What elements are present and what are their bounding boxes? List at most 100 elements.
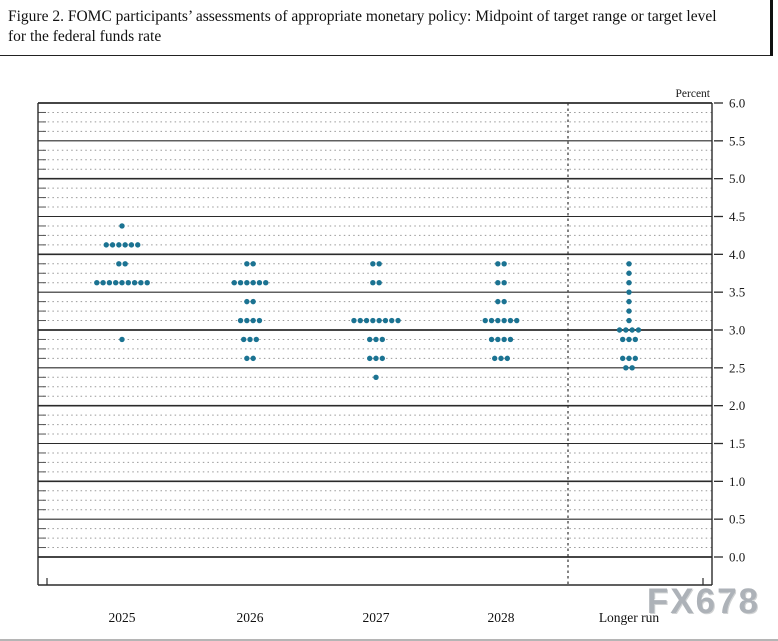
dot	[237, 280, 244, 286]
y-tick-label: 1.0	[729, 474, 745, 489]
dot	[635, 327, 642, 333]
dot	[244, 317, 250, 324]
dot	[495, 336, 501, 343]
figure-title: Figure 2. FOMC participants’ assessments…	[8, 8, 717, 46]
x-category-label: 2026	[237, 610, 264, 625]
dot	[357, 317, 363, 324]
y-tick-labels: 6.0 5.5 5.0 4.5 4.0 3.5 3.0 2.5 2.0 1.5 1.0 0.5 0.0	[729, 96, 745, 565]
dot	[616, 327, 623, 333]
x-category-label: 2027	[363, 610, 390, 625]
page-bottom-border	[0, 639, 778, 641]
dot	[495, 317, 501, 324]
dot	[620, 336, 626, 343]
dots-2026	[231, 280, 269, 286]
dot	[122, 242, 128, 248]
dot	[504, 355, 510, 362]
dot	[376, 261, 382, 267]
dot	[514, 317, 520, 324]
dot	[244, 355, 250, 362]
dots-2028	[488, 336, 514, 343]
dots-longer-run	[620, 355, 638, 362]
dot	[119, 336, 125, 343]
dot	[376, 317, 382, 324]
dots-2027	[373, 374, 379, 380]
dot	[626, 336, 632, 343]
dot	[237, 317, 244, 324]
dots-2027	[370, 261, 382, 267]
dot	[379, 336, 385, 343]
dot	[128, 242, 135, 248]
dots-2028	[492, 355, 510, 362]
dot	[507, 336, 514, 343]
y-tick-label: 6.0	[729, 96, 745, 111]
y-tick-label: 0.5	[729, 512, 745, 527]
axis-frame	[37, 103, 713, 586]
y-tick-label: 0.0	[729, 550, 745, 565]
dot	[495, 261, 501, 267]
dot	[501, 298, 507, 305]
dot	[626, 317, 632, 324]
dot	[247, 336, 253, 343]
top-right-edge-bar	[770, 0, 773, 56]
dot	[113, 280, 119, 286]
dot	[492, 355, 498, 362]
x-category-label: Longer run	[599, 610, 660, 625]
y-tick-label: 4.5	[729, 209, 745, 224]
x-category-labels: 2025 2026 2027 2028 Longer run	[109, 610, 660, 625]
dot	[488, 317, 495, 324]
dots-2027	[367, 355, 385, 362]
dot	[632, 355, 638, 362]
y-tick-label: 5.5	[729, 133, 745, 148]
y-tick-label: 5.0	[729, 171, 745, 186]
dots-2027	[367, 336, 385, 343]
dot	[253, 336, 259, 343]
dots-2028	[495, 298, 507, 305]
dot	[482, 317, 488, 324]
svg-text:Percent: Percent	[676, 88, 711, 100]
dots-2026	[244, 298, 256, 305]
dots-longer-run	[626, 261, 632, 267]
dot	[122, 261, 128, 267]
dot	[507, 317, 514, 324]
dot	[116, 261, 122, 267]
y-axis-ticks	[714, 102, 723, 558]
dot	[250, 355, 256, 362]
dots-2025	[103, 242, 141, 248]
dots-longer-run	[620, 336, 638, 343]
dots-2025	[119, 223, 125, 229]
dot	[256, 317, 263, 324]
dots-2026	[241, 336, 259, 343]
dot	[382, 317, 389, 324]
x-category-label: 2028	[488, 610, 515, 625]
dot	[106, 280, 113, 286]
dot	[626, 270, 632, 276]
dots-longer-run	[626, 270, 632, 276]
dot	[626, 280, 632, 286]
dot	[626, 289, 632, 295]
dots-2025	[119, 336, 125, 343]
dot	[109, 242, 116, 248]
dots-2026	[244, 355, 256, 362]
dot	[231, 280, 237, 286]
dot	[138, 280, 144, 286]
dot	[144, 280, 150, 286]
dots-2028	[482, 317, 520, 324]
dots-longer-run	[626, 280, 632, 286]
dot	[250, 298, 256, 305]
dot	[250, 280, 256, 286]
dots-longer-run	[623, 365, 635, 371]
dots-longer-run	[626, 298, 632, 305]
dot	[125, 280, 131, 286]
dots-2027	[370, 280, 382, 286]
dot	[250, 261, 256, 267]
dots-2027	[351, 317, 401, 324]
y-gridlines	[38, 102, 712, 558]
dot	[626, 355, 632, 362]
dot	[250, 317, 256, 324]
dot	[263, 280, 269, 286]
dot	[623, 365, 629, 371]
dot	[373, 336, 379, 343]
dot	[626, 308, 632, 314]
x-category-label: 2025	[109, 610, 136, 625]
